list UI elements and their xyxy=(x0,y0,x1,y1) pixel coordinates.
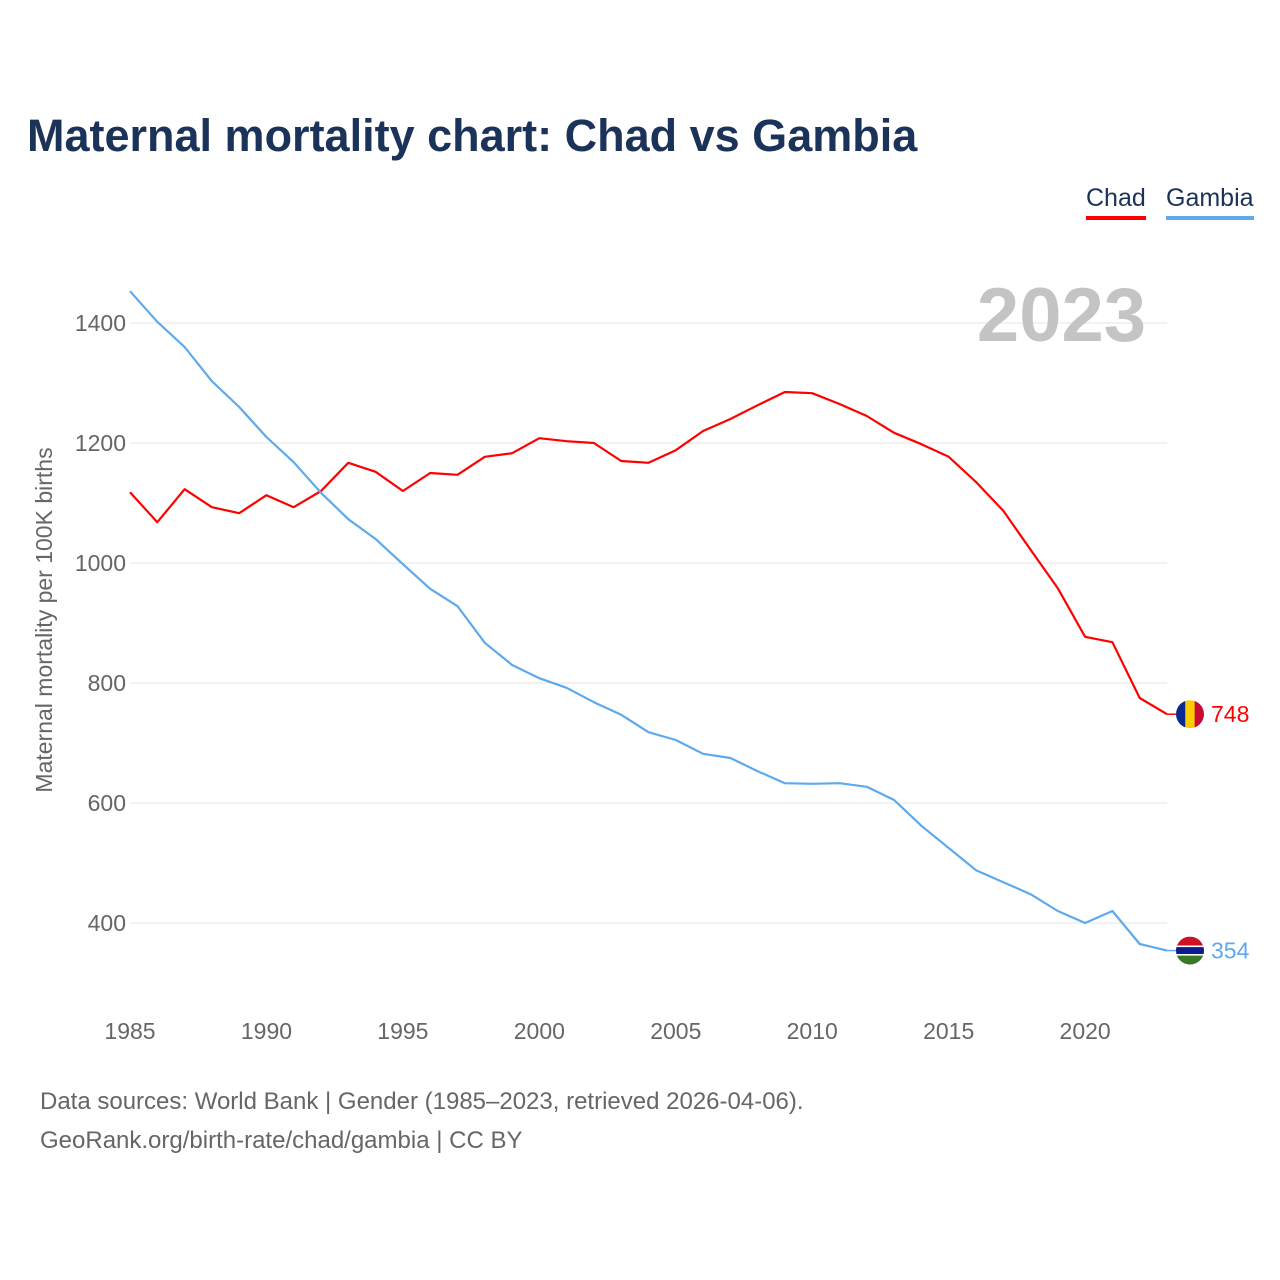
flag-stripe xyxy=(1176,945,1204,948)
flag-stripe xyxy=(1176,700,1186,729)
x-tick-label: 2015 xyxy=(923,1018,974,1044)
flag-stripe xyxy=(1176,955,1204,965)
footer-sources: Data sources: World Bank | Gender (1985–… xyxy=(40,1088,804,1115)
x-tick-label: 1990 xyxy=(241,1018,292,1044)
y-tick-label: 1400 xyxy=(75,310,126,336)
flag-stripe xyxy=(1176,954,1204,956)
flag-stripe xyxy=(1194,700,1204,729)
chart-title: Maternal mortality chart: Chad vs Gambia xyxy=(27,110,918,161)
flag-stripe xyxy=(1176,947,1204,955)
x-tick-label: 2020 xyxy=(1060,1018,1111,1044)
end-value-label: 748 xyxy=(1211,701,1249,727)
chad-flag-icon xyxy=(1176,700,1204,729)
gambia-flag-icon xyxy=(1176,936,1204,965)
year-watermark: 2023 xyxy=(977,273,1146,358)
flag-stripe xyxy=(1185,700,1195,729)
series-line-chad xyxy=(129,390,1168,716)
x-tick-label: 1985 xyxy=(104,1018,155,1044)
y-tick-label: 1200 xyxy=(75,430,126,456)
y-tick-label: 1000 xyxy=(75,550,126,576)
legend-gambia[interactable]: Gambia xyxy=(1166,184,1254,220)
flag-stripe xyxy=(1176,936,1204,946)
y-tick-label: 400 xyxy=(88,910,126,936)
x-tick-label: 2010 xyxy=(787,1018,838,1044)
end-value-label: 354 xyxy=(1211,938,1250,964)
legend-chad[interactable]: Chad xyxy=(1086,184,1146,220)
x-tick-label: 2000 xyxy=(514,1018,565,1044)
footer-attribution: GeoRank.org/birth-rate/chad/gambia | CC … xyxy=(40,1127,523,1154)
x-tick-label: 1995 xyxy=(377,1018,428,1044)
series-line-gambia xyxy=(129,290,1168,952)
x-tick-label: 2005 xyxy=(650,1018,701,1044)
y-tick-label: 600 xyxy=(88,790,126,816)
y-tick-label: 800 xyxy=(88,670,126,696)
y-axis-label: Maternal mortality per 100K births xyxy=(31,447,57,792)
